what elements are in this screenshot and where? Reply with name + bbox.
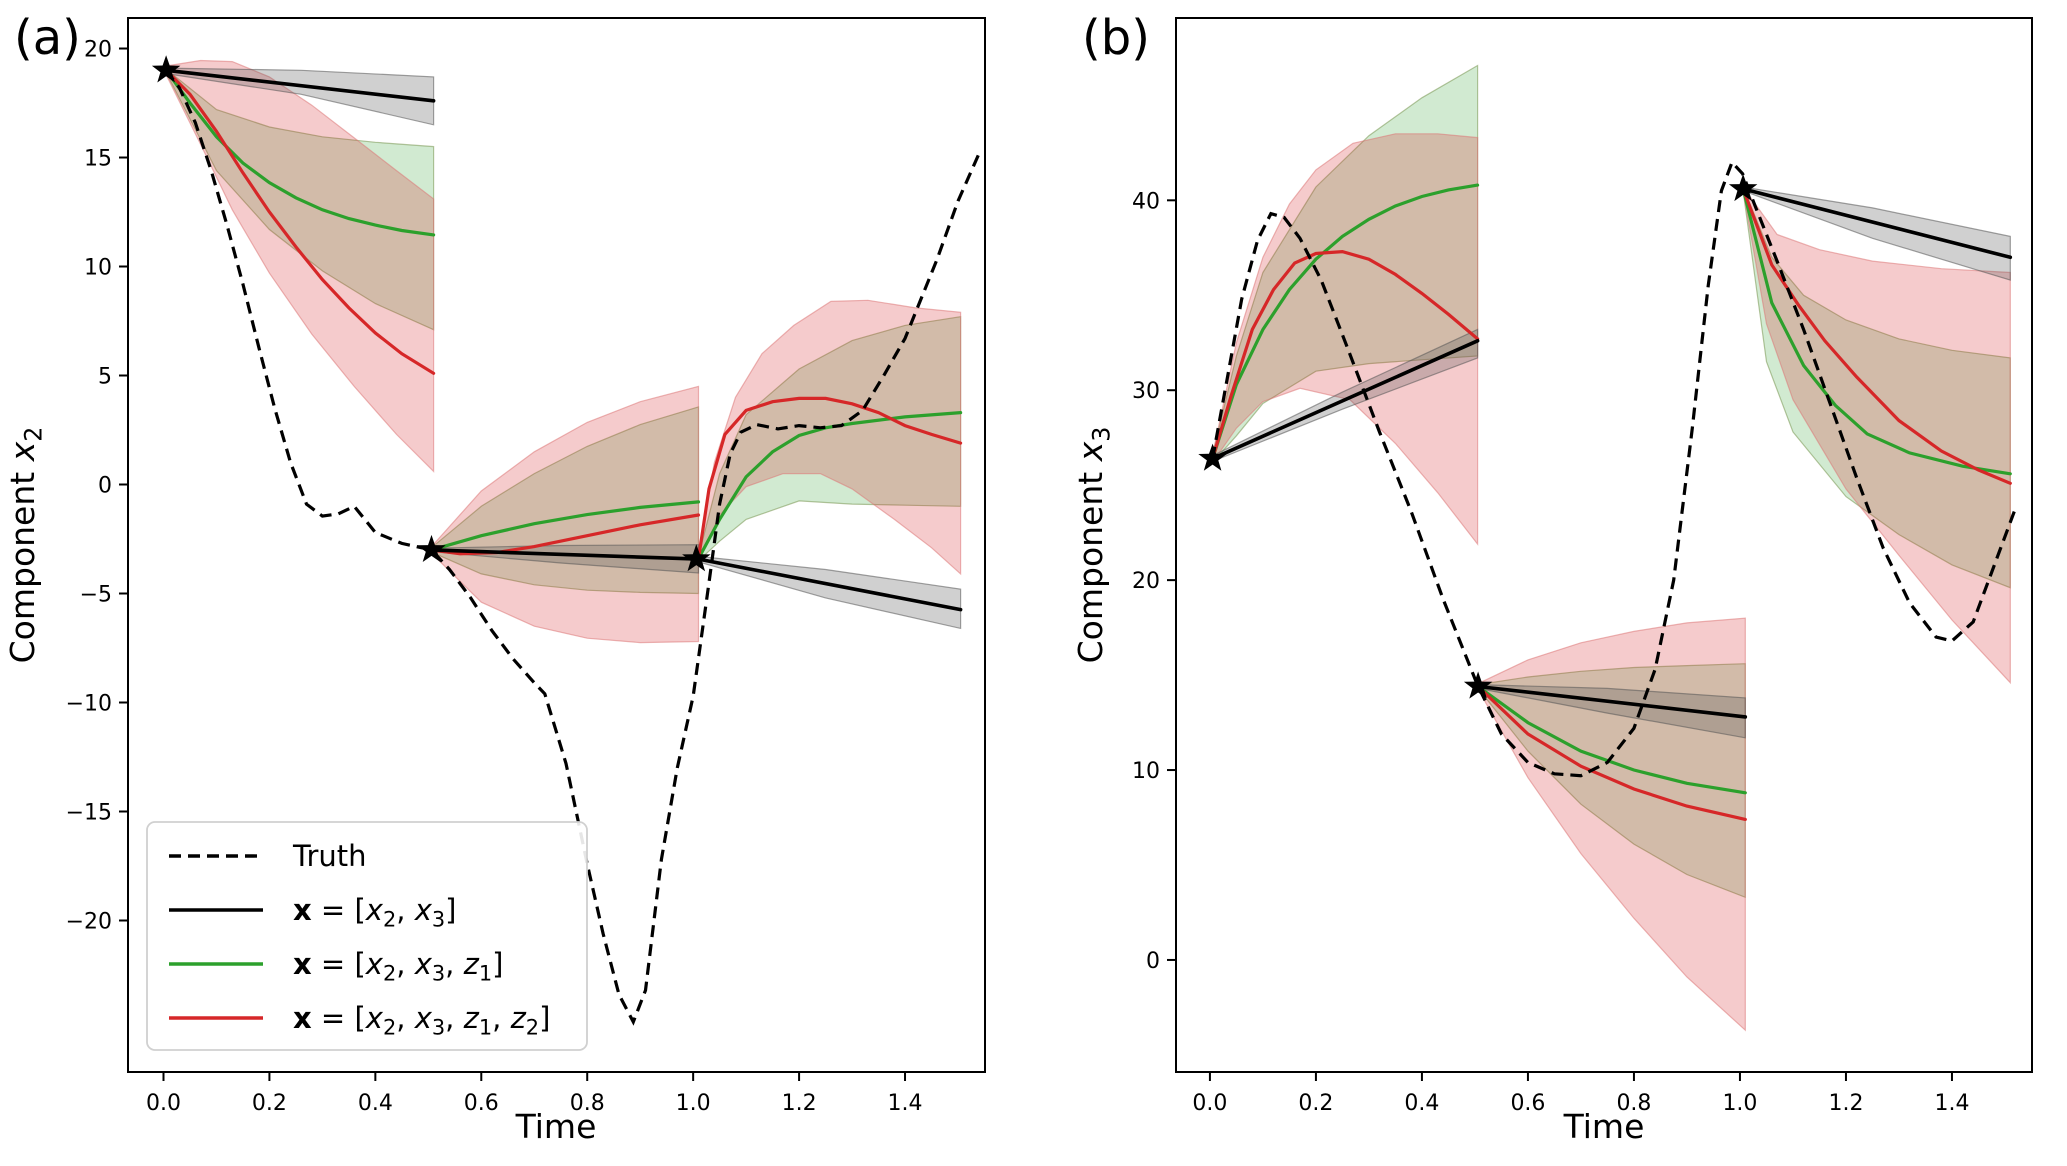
y-tick-label: 5 (98, 365, 112, 390)
legend-item-1: Truth (169, 839, 367, 873)
black-forecast-line (1476, 684, 1748, 719)
red-forecast-line (429, 513, 701, 556)
initial-condition-star (417, 534, 446, 562)
black-forecast-line (1210, 339, 1480, 461)
y-tick-label: 15 (84, 147, 112, 172)
axes-frame (1175, 17, 2033, 1073)
y-tick-label: 10 (84, 256, 112, 281)
y-tick-label: 0 (98, 474, 112, 499)
black-forecast-line (164, 68, 436, 103)
y-tick-label: 30 (1132, 379, 1160, 404)
y-tick-label: −10 (66, 692, 112, 717)
y-tick-label: 10 (1132, 759, 1160, 784)
x-tick-label: 0.4 (1404, 1091, 1439, 1116)
pink-uncertainty-band (430, 385, 700, 644)
legend-item-3: x = [x2, x3, z1] (169, 947, 503, 985)
initial-condition-star (1198, 443, 1227, 471)
x-tick-label: 0.2 (1298, 1091, 1333, 1116)
green-forecast-line (696, 411, 963, 561)
forecast-segment-3-a (697, 299, 962, 630)
panel-label-a: (a) (14, 10, 81, 66)
green-forecast-line (1741, 187, 2012, 476)
initial-condition-star (1463, 671, 1493, 699)
truth-line-b (1211, 159, 2018, 778)
pink-uncertainty-band (165, 59, 435, 473)
axes-frame (127, 17, 986, 1073)
x-tick-label: 1.2 (782, 1091, 817, 1116)
forecast-segment-2-b (1477, 617, 1746, 1032)
y-tick-label: −5 (80, 583, 112, 608)
initial-condition-star (151, 55, 181, 83)
pink-uncertainty-band (1477, 617, 1746, 1032)
green-forecast-line (1211, 183, 1480, 461)
forecast-lines-1-a (164, 68, 436, 375)
x-tick-label: 0.0 (1192, 1091, 1227, 1116)
red-forecast-line (696, 396, 963, 561)
red-forecast-line (1741, 187, 2012, 485)
panel-a: 0.0 0.2 0.4 0.6 0.8 1.0 1.2 1.4 −20 −15 −10 −5 0 5 10 1… (3, 10, 986, 1146)
x-tick-label: 0.0 (146, 1091, 181, 1116)
x-tick-label: 0.6 (464, 1091, 499, 1116)
x-axis-title-b: Time (1563, 1107, 1645, 1146)
y-axis-title-a: Component x2 (3, 427, 47, 664)
green-forecast-line (164, 68, 436, 237)
legend: Truth x = [x2, x3] x = [x2, x3, z1] x = [x2… (146, 821, 588, 1051)
forecast-lines-1-b (1210, 183, 1480, 461)
pink-uncertainty-band (1742, 185, 2011, 685)
legend-label: Truth (292, 839, 367, 873)
black-forecast-line (429, 548, 701, 561)
forecast-lines-3-a (696, 396, 963, 612)
initial-condition-star (682, 544, 711, 572)
initial-condition-star (1728, 173, 1758, 202)
panel-b: 0.0 0.2 0.4 0.6 0.8 1.0 1.2 1.4 0 10 20 30 40 Time Com… (1071, 10, 2033, 1146)
y-tick-label: 20 (1132, 569, 1160, 594)
legend-item-4: x = [x2, x3, z1, z2] (169, 1001, 550, 1039)
y-tick-label: 40 (1132, 189, 1160, 214)
x-tick-label: 0.4 (358, 1091, 393, 1116)
pink-uncertainty-band (697, 299, 962, 576)
red-forecast-line (1476, 684, 1747, 821)
black-forecast-line (696, 557, 963, 612)
y-tick-label: 0 (1146, 949, 1160, 974)
x-tick-label: 1.0 (676, 1091, 711, 1116)
truth-line-a (164, 69, 981, 1026)
legend-label: x = [x2, x3, z1] (293, 947, 503, 985)
x-tick-label: 1.4 (1934, 1091, 1969, 1116)
x-tick-label: 1.0 (1722, 1091, 1757, 1116)
legend-item-2: x = [x2, x3] (169, 893, 456, 931)
y-axis-title-b: Component x3 (1071, 427, 1115, 664)
green-forecast-line (429, 500, 701, 552)
y-tick-label: −15 (66, 800, 112, 825)
x-tick-label: 0.8 (1616, 1091, 1651, 1116)
forecast-lines-2-a (429, 500, 701, 561)
forecast-lines-3-b (1741, 187, 2013, 485)
x-tick-label: 1.2 (1828, 1091, 1863, 1116)
legend-label: x = [x2, x3, z1, z2] (293, 1001, 550, 1039)
legend-label: x = [x2, x3] (293, 893, 456, 931)
forecast-segment-2-a (430, 385, 700, 644)
y-tick-label: 20 (84, 38, 112, 63)
forecast-segment-3-b (1742, 185, 2011, 685)
x-tick-label: 0.2 (252, 1091, 287, 1116)
x-tick-label: 1.4 (888, 1091, 923, 1116)
panel-label-b: (b) (1082, 10, 1150, 66)
red-forecast-line (164, 68, 436, 375)
red-forecast-line (1211, 249, 1480, 461)
x-axis-title-a: Time (515, 1107, 597, 1146)
x-tick-label: 0.6 (1510, 1091, 1545, 1116)
y-tick-label: −20 (66, 909, 112, 934)
x-tick-label: 0.8 (570, 1091, 605, 1116)
black-forecast-line (1741, 187, 2013, 260)
legend-box (146, 821, 588, 1051)
